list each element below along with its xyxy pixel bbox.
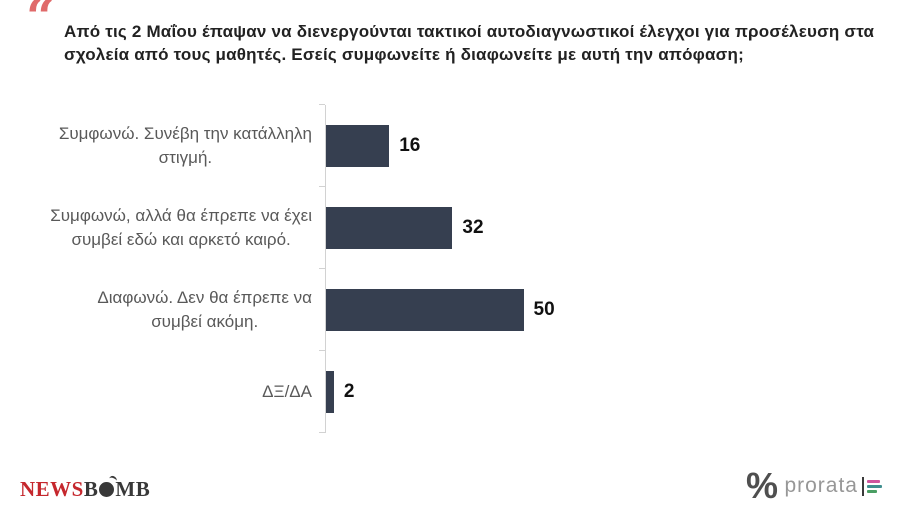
bar <box>326 207 453 249</box>
prorata-bar-green <box>867 489 877 493</box>
prorata-bars-icon <box>867 479 882 493</box>
chart-row: Συμφωνώ. Συνέβη την κατάλληλη στιγμή. 16 <box>25 104 875 187</box>
bar <box>326 125 390 167</box>
newsbomb-logo: NEWSB MB <box>20 474 151 502</box>
chart-row: ΔΞ/ΔΑ 2 <box>25 350 875 433</box>
bomb-icon <box>99 474 119 497</box>
chart-title-line1: Από τις 2 Μαΐου έπαψαν να διενεργούνται … <box>64 22 875 41</box>
bar-value: 50 <box>533 299 555 320</box>
category-label: Συμφωνώ. Συνέβη την κατάλληλη στιγμή. <box>58 124 312 167</box>
chart-row: Συμφωνώ, αλλά θα έπρεπε να έχει συμβεί ε… <box>25 186 875 269</box>
category-label-cell: Συμφωνώ. Συνέβη την κατάλληλη στιγμή. <box>25 105 325 187</box>
quote-icon: “ <box>26 0 55 46</box>
bar-value: 2 <box>343 381 355 402</box>
prorata-bar-pink <box>867 479 880 483</box>
category-label: Συμφωνώ, αλλά θα έπρεπε να έχει συμβεί ε… <box>50 206 312 249</box>
prorata-bar-teal <box>867 484 882 488</box>
newsbomb-logo-mb: MB <box>115 477 151 501</box>
prorata-logo-text: prorata <box>784 474 858 497</box>
chart-row: Διαφωνώ. Δεν θα έπρεπε να συμβεί ακόμη. … <box>25 268 875 351</box>
prorata-divider <box>862 476 864 496</box>
newsbomb-logo-b: B <box>83 477 99 501</box>
category-label-cell: Συμφωνώ, αλλά θα έπρεπε να έχει συμβεί ε… <box>25 187 325 269</box>
prorata-logo: prorata <box>784 474 882 498</box>
newsbomb-logo-news: NEWS <box>20 477 84 501</box>
bar-value: 16 <box>399 135 421 156</box>
percent-icon: % <box>745 465 778 506</box>
chart-title: Από τις 2 Μαΐου έπαψαν να διενεργούνται … <box>64 20 874 66</box>
bar-area: 32 <box>319 186 875 269</box>
category-label: ΔΞ/ΔΑ <box>262 382 312 401</box>
bar-chart: Συμφωνώ. Συνέβη την κατάλληλη στιγμή. 16… <box>25 104 875 433</box>
bar-area: 16 <box>319 104 875 187</box>
category-label-cell: ΔΞ/ΔΑ <box>25 351 325 433</box>
bar <box>326 289 524 331</box>
bar <box>326 371 334 413</box>
bar-value: 32 <box>462 217 484 238</box>
category-label: Διαφωνώ. Δεν θα έπρεπε να συμβεί ακόμη. <box>97 288 312 331</box>
chart-title-line2: σχολεία από τους μαθητές. Εσείς συμφωνεί… <box>64 45 744 64</box>
bar-area: 2 <box>319 350 875 433</box>
category-label-cell: Διαφωνώ. Δεν θα έπρεπε να συμβεί ακόμη. <box>25 269 325 351</box>
bar-area: 50 <box>319 268 875 351</box>
